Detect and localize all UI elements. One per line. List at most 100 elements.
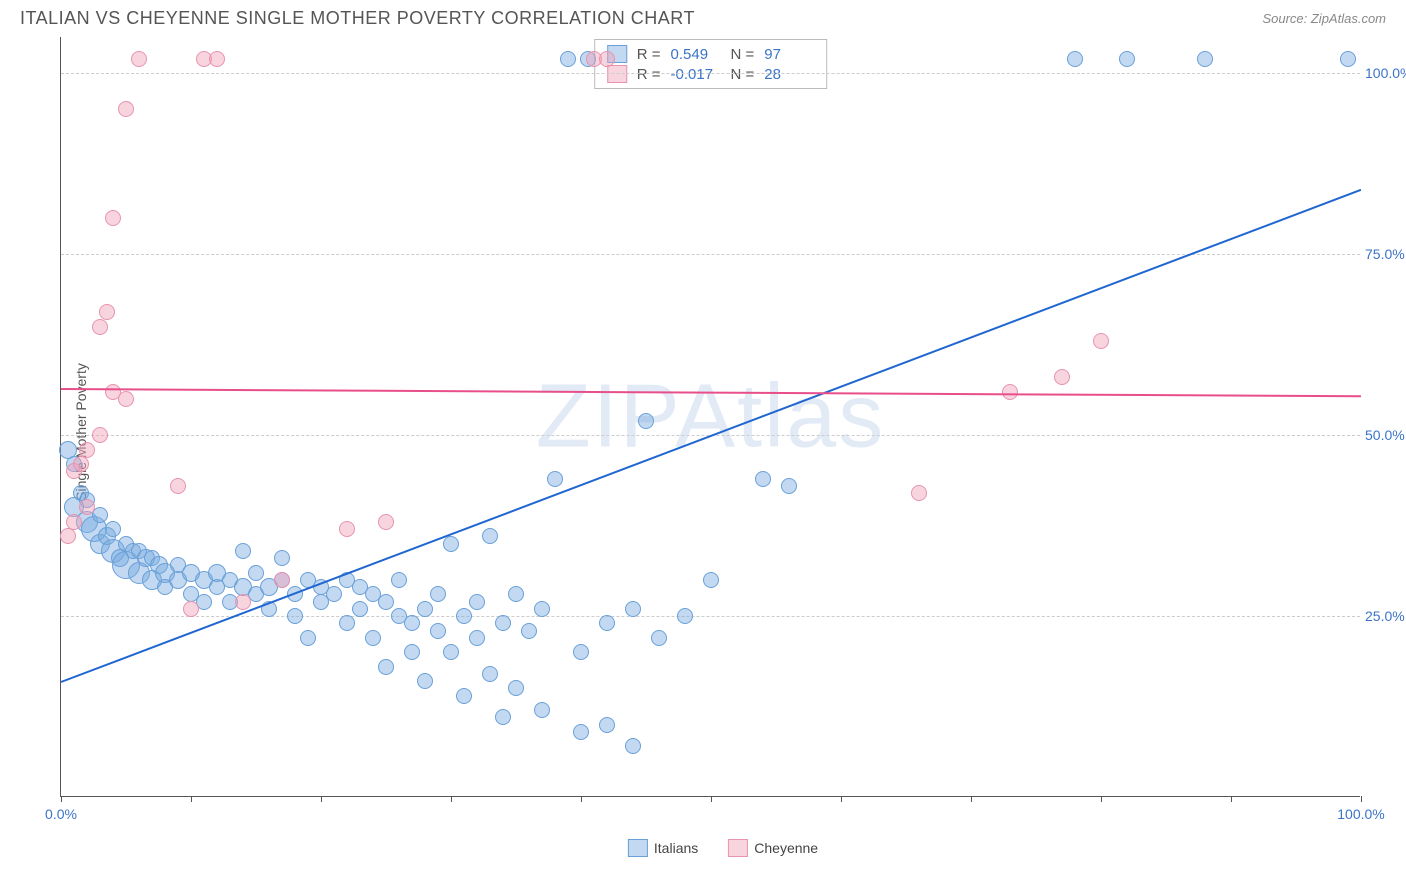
data-point [73,456,89,472]
chart-title: ITALIAN VS CHEYENNE SINGLE MOTHER POVERT… [20,8,695,29]
data-point [1067,51,1083,67]
xtick [711,796,712,802]
data-point [508,680,524,696]
stats-row-italians: R = 0.549 N = 97 [607,44,815,64]
stats-box: R = 0.549 N = 97 R = -0.017 N = 28 [594,39,828,89]
data-point [638,413,654,429]
xtick [1361,796,1362,802]
data-point [677,608,693,624]
data-point [1002,384,1018,400]
data-point [131,51,147,67]
xtick [1101,796,1102,802]
xtick [1231,796,1232,802]
data-point [1340,51,1356,67]
data-point [599,51,615,67]
plot-area: ZIPAtlas R = 0.549 N = 97 R = -0.017 N =… [60,37,1360,797]
ytick-label: 50.0% [1365,427,1406,443]
data-point [60,528,76,544]
data-point [99,304,115,320]
data-point [456,608,472,624]
data-point [92,427,108,443]
data-point [495,615,511,631]
legend-swatch-cheyenne [728,839,748,857]
legend-label-italians: Italians [654,840,698,856]
data-point [443,536,459,552]
data-point [326,586,342,602]
data-point [378,594,394,610]
data-point [456,688,472,704]
xtick [451,796,452,802]
watermark: ZIPAtlas [536,365,885,468]
data-point [1093,333,1109,349]
bottom-legend: Italians Cheyenne [628,839,818,857]
gridline [61,616,1360,617]
xtick [971,796,972,802]
data-point [417,601,433,617]
data-point [469,630,485,646]
stat-n-italians: 97 [764,46,814,63]
data-point [573,644,589,660]
data-point [755,471,771,487]
data-point [235,543,251,559]
data-point [430,586,446,602]
data-point [495,709,511,725]
data-point [508,586,524,602]
data-point [404,615,420,631]
legend-label-cheyenne: Cheyenne [754,840,818,856]
data-point [339,521,355,537]
data-point [235,594,251,610]
xtick [191,796,192,802]
data-point [625,601,641,617]
xtick [321,796,322,802]
data-point [118,101,134,117]
data-point [1054,369,1070,385]
data-point [573,724,589,740]
data-point [92,319,108,335]
data-point [1197,51,1213,67]
stat-n-label: N = [731,46,755,63]
data-point [378,514,394,530]
data-point [378,659,394,675]
data-point [105,210,121,226]
data-point [443,644,459,660]
data-point [248,565,264,581]
gridline [61,254,1360,255]
data-point [209,51,225,67]
xtick [61,796,62,802]
legend-italians: Italians [628,839,698,857]
data-point [66,514,82,530]
legend-swatch-italians [628,839,648,857]
data-point [599,717,615,733]
data-point [482,528,498,544]
data-point [560,51,576,67]
plot-wrap: Single Mother Poverty ZIPAtlas R = 0.549… [60,37,1386,827]
data-point [534,601,550,617]
data-point [118,391,134,407]
data-point [339,615,355,631]
data-point [404,644,420,660]
gridline [61,73,1360,74]
data-point [417,673,433,689]
data-point [274,572,290,588]
data-point [599,615,615,631]
data-point [170,478,186,494]
data-point [781,478,797,494]
data-point [274,550,290,566]
xtick [841,796,842,802]
data-point [352,601,368,617]
data-point [430,623,446,639]
data-point [300,630,316,646]
data-point [534,702,550,718]
data-point [79,442,95,458]
data-point [703,572,719,588]
data-point [482,666,498,682]
data-point [625,738,641,754]
data-point [105,521,121,537]
ytick-label: 75.0% [1365,246,1406,262]
legend-cheyenne: Cheyenne [728,839,818,857]
ytick-label: 25.0% [1365,608,1406,624]
data-point [287,608,303,624]
stat-r-label: R = [637,46,661,63]
data-point [79,499,95,515]
data-point [391,572,407,588]
